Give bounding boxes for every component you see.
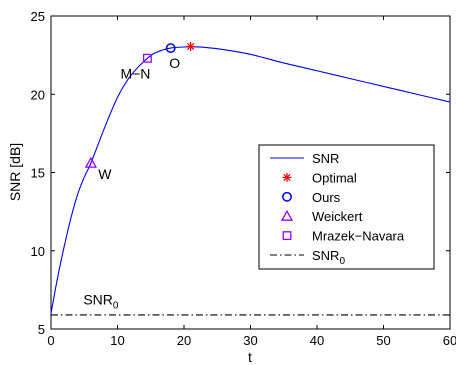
legend-entry: SNR0 [270,248,345,267]
annotation-layer: SNR0 [83,292,119,312]
legend-label: Mrazek−Navara [312,229,405,244]
legend-label: SNR [312,151,339,166]
y-tick-label: 25 [31,9,45,24]
marker-label: M−N [120,65,150,81]
x-tick-label: 30 [243,333,257,348]
x-tick-label: 50 [376,333,390,348]
series-line-snr [50,46,451,314]
axis-ticks: 0 10 20 30 40 50 60 5 10 15 20 25 [31,9,456,348]
legend-label: Weickert [312,209,363,224]
y-tick-label: 5 [38,322,45,337]
x-tick-label: 60 [443,333,456,348]
marker-optimal [186,42,196,52]
legend-label: Ours [312,190,341,205]
legend-entry: Weickert [280,209,363,224]
legend-marker-swatch [280,209,294,221]
x-axis-label: t [248,349,252,365]
legend-marker-swatch [282,172,292,182]
marker-ours [165,43,176,54]
legend-entry: Ours [282,190,341,205]
marker-layer: O W M−N [84,42,196,182]
y-tick-label: 10 [31,244,45,259]
legend: SNR Optimal Ours Weickert Mrazek−Navara SNR0 [258,144,435,270]
marker-mrazek-navara [142,53,152,63]
x-tick-label: 0 [47,333,54,348]
series-layer [50,46,451,316]
y-tick-label: 20 [31,87,45,102]
legend-entry: Mrazek−Navara [282,229,405,244]
legend-marker-swatch [282,231,292,241]
legend-box [258,144,435,270]
legend-label: Optimal [312,170,357,185]
legend-marker-swatch [282,191,292,202]
marker-label: W [98,166,112,182]
legend-entry: SNR [270,151,339,166]
marker-label: O [169,55,180,71]
y-tick-label: 15 [31,166,45,181]
legend-label: SNR0 [312,248,345,267]
x-tick-label: 20 [177,333,191,348]
x-tick-label: 10 [110,333,124,348]
marker-weickert [84,156,98,168]
y-axis-label: SNR [dB] [7,143,23,201]
legend-entry: Optimal [282,170,357,185]
annotation-snr0: SNR0 [83,292,119,312]
x-tick-label: 40 [310,333,324,348]
